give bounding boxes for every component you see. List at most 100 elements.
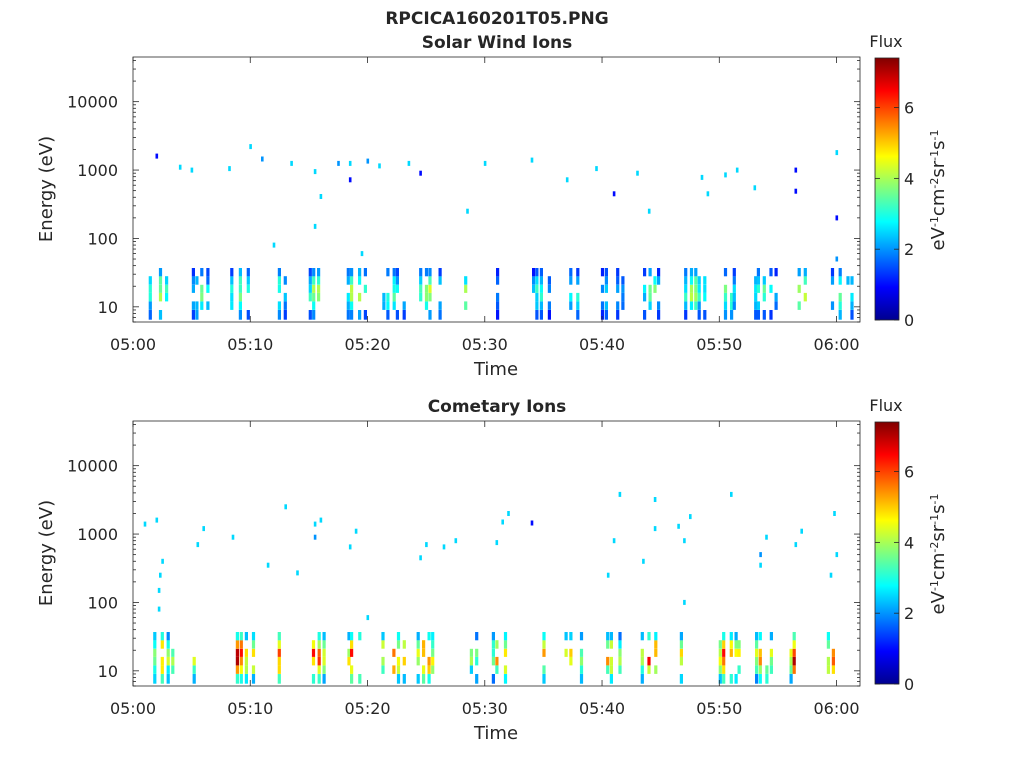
- flux-cell: [732, 284, 736, 293]
- flux-cell: [643, 310, 647, 320]
- flux-point: [202, 526, 205, 532]
- flux-cell: [609, 640, 613, 649]
- flux-cell: [206, 276, 210, 285]
- flux-cell: [722, 640, 726, 649]
- flux-cell: [723, 310, 728, 320]
- flux-cell: [491, 632, 495, 641]
- flux-cell: [792, 640, 796, 649]
- flux-cell: [200, 301, 204, 310]
- flux-cell: [230, 276, 234, 285]
- flux-cell: [838, 276, 842, 285]
- colorbar-gradient: [874, 57, 900, 321]
- flux-cell: [722, 632, 726, 641]
- colorbar-tick-label: 0: [904, 311, 914, 330]
- flux-cell: [732, 276, 736, 285]
- flux-cell: [722, 648, 726, 657]
- flux-cell: [346, 310, 350, 320]
- flux-cell: [402, 301, 406, 310]
- flux-cell: [718, 665, 722, 674]
- flux-cell: [689, 268, 694, 277]
- flux-cell: [569, 632, 573, 641]
- x-axis-label-cometary: Time: [473, 723, 518, 744]
- flux-point: [647, 208, 651, 214]
- flux-cell: [438, 268, 442, 277]
- flux-point: [290, 160, 293, 166]
- flux-cell: [604, 284, 608, 293]
- flux-point: [159, 572, 162, 578]
- flux-cell: [718, 656, 722, 666]
- flux-cell: [419, 284, 423, 293]
- flux-point: [606, 572, 610, 578]
- flux-cell: [230, 268, 234, 277]
- flux-cell: [542, 674, 546, 684]
- flux-cell: [684, 284, 688, 293]
- flux-cell: [317, 276, 321, 285]
- flux-cell: [729, 640, 733, 649]
- flux-point: [296, 570, 299, 576]
- flux-cell: [769, 310, 773, 320]
- flux-cell: [158, 284, 163, 293]
- colorbar-unit-label: eV-1cm-2sr-1s-1: [928, 494, 950, 615]
- flux-cell: [648, 268, 652, 277]
- flux-point: [313, 223, 317, 229]
- flux-cell: [762, 276, 766, 285]
- flux-cell: [277, 640, 281, 649]
- flux-cell: [684, 292, 688, 302]
- flux-cell: [535, 276, 539, 285]
- flux-cell: [679, 640, 683, 649]
- flux-cell: [312, 310, 316, 320]
- flux-cell: [732, 268, 736, 277]
- flux-cell: [754, 276, 758, 285]
- flux-cell: [424, 292, 429, 302]
- colorbar-tick-label: 2: [904, 604, 914, 623]
- flux-cell: [239, 640, 243, 649]
- flux-cell: [464, 284, 468, 293]
- flux-cell: [246, 284, 250, 293]
- flux-cell: [206, 301, 210, 310]
- flux-point: [360, 251, 364, 257]
- flux-cell: [396, 632, 401, 641]
- flux-cell: [569, 301, 573, 310]
- flux-cell: [166, 632, 170, 641]
- y-tick-label: 100: [87, 593, 118, 612]
- flux-cell: [831, 665, 835, 674]
- flux-cell: [396, 640, 401, 649]
- flux-cell: [381, 656, 385, 666]
- flux-cell: [165, 284, 169, 293]
- flux-cell: [576, 276, 580, 285]
- flux-cell: [396, 656, 401, 666]
- flux-cell: [789, 656, 793, 666]
- flux-cell: [657, 310, 661, 320]
- flux-cell: [756, 301, 760, 310]
- flux-cell: [579, 632, 584, 641]
- flux-cell: [322, 665, 326, 674]
- flux-cell: [317, 665, 321, 674]
- flux-point: [835, 215, 839, 221]
- flux-cell: [729, 674, 733, 684]
- colorbar-tick-label: 4: [904, 533, 914, 552]
- flux-cell: [347, 632, 351, 641]
- colorbar-tick-label: 4: [904, 169, 914, 188]
- flux-cell: [350, 648, 354, 657]
- flux-cell: [797, 268, 801, 277]
- flux-point: [829, 572, 833, 578]
- x-tick-label: 05:50: [696, 699, 742, 718]
- flux-cell: [564, 632, 568, 641]
- flux-cell: [160, 665, 164, 674]
- flux-cell: [535, 268, 539, 277]
- flux-cell: [539, 310, 543, 320]
- flux-cell: [694, 284, 698, 293]
- flux-cell: [547, 301, 551, 310]
- flux-cell: [235, 674, 239, 684]
- flux-cell: [535, 310, 539, 320]
- flux-cell: [283, 301, 287, 310]
- flux-cell: [428, 284, 432, 293]
- flux-cell: [235, 648, 239, 657]
- flux-cell: [239, 665, 243, 674]
- flux-cell: [732, 301, 736, 310]
- flux-cell: [350, 276, 354, 285]
- flux-cell: [789, 665, 793, 674]
- flux-cell: [283, 276, 287, 285]
- flux-cell: [600, 268, 605, 277]
- flux-point: [348, 177, 352, 183]
